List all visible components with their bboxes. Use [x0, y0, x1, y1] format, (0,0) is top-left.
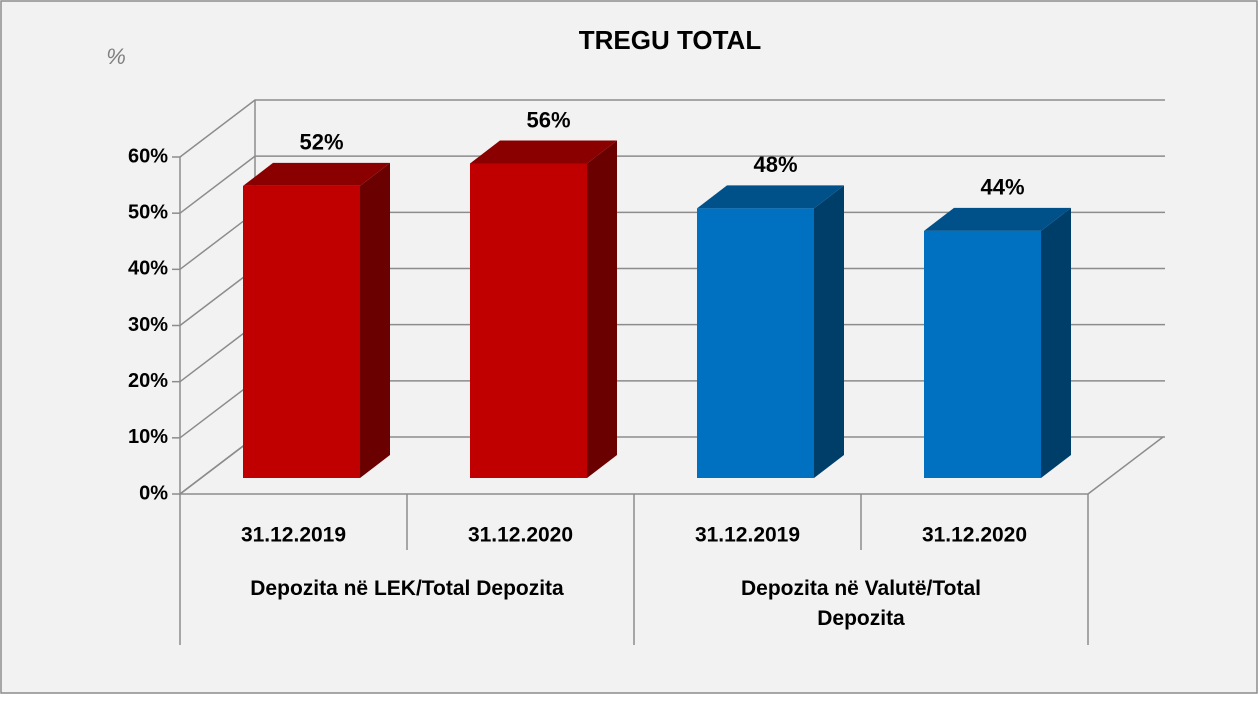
x-tick-label: 31.12.2020	[922, 524, 1027, 547]
y-tick-label: 20%	[128, 370, 168, 392]
bar-top	[697, 185, 844, 209]
x-tick-label: 31.12.2019	[695, 524, 800, 547]
y-tick-label: 10%	[128, 426, 168, 448]
x-tick-label: 31.12.2019	[241, 524, 346, 547]
bar-side	[587, 140, 617, 478]
y-tick-label: 50%	[128, 201, 168, 223]
bar	[924, 230, 1041, 478]
data-label: 48%	[753, 152, 797, 177]
bar-side	[1041, 207, 1071, 478]
bar-side	[814, 185, 844, 478]
grid-line	[179, 99, 1165, 158]
group-label: Depozita në LEK/Total Depozita	[250, 577, 564, 600]
bar-top	[243, 162, 390, 186]
group-label: Depozita në Valutë/Total Depozita	[741, 577, 981, 630]
group-label-box: Depozita në LEK/Total Depozita	[250, 577, 564, 600]
y-tick-label: 40%	[128, 258, 168, 280]
y-tick-label: 0%	[139, 482, 168, 504]
y-tick-label: 60%	[128, 145, 168, 167]
x-tick-label: 31.12.2020	[468, 524, 573, 547]
bar	[697, 208, 814, 478]
chart-title: TREGU TOTAL	[579, 25, 762, 55]
data-label: 56%	[526, 107, 570, 132]
bar-side	[360, 162, 390, 478]
bar-top	[470, 140, 617, 164]
y-axis-label: %	[106, 44, 126, 69]
bar-top	[924, 207, 1071, 231]
bar	[243, 185, 360, 478]
y-tick-label: 30%	[128, 314, 168, 336]
data-label: 52%	[299, 130, 343, 155]
grid-line	[179, 155, 1165, 214]
bar	[470, 163, 587, 478]
data-label: 44%	[980, 175, 1024, 200]
group-label-box: Depozita në Valutë/Total Depozita	[741, 577, 981, 630]
